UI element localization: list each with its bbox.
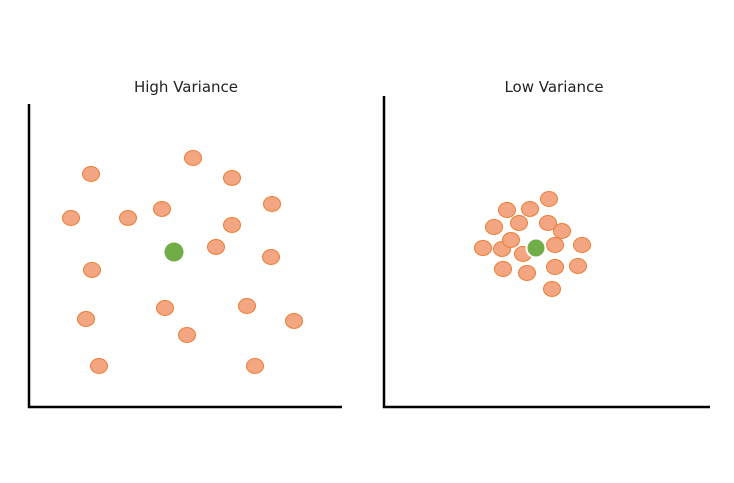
data-point	[521, 201, 539, 217]
data-point	[539, 215, 557, 231]
centroid-point	[164, 242, 184, 262]
data-point	[82, 166, 100, 182]
data-point	[510, 215, 528, 231]
chart-title-high-variance: High Variance	[133, 78, 239, 96]
data-point	[178, 327, 196, 343]
chart-title-low-variance: Low Variance	[504, 78, 604, 96]
data-point	[77, 311, 95, 327]
data-point	[238, 298, 256, 314]
data-point	[153, 201, 171, 217]
data-point	[90, 358, 108, 374]
data-point	[246, 358, 264, 374]
centroid-point	[525, 237, 547, 259]
data-point	[502, 232, 520, 248]
data-point	[546, 259, 564, 275]
data-point	[540, 191, 558, 207]
data-point	[546, 237, 564, 253]
data-point	[518, 265, 536, 281]
data-point	[485, 219, 503, 235]
data-point	[543, 281, 561, 297]
data-point	[223, 170, 241, 186]
data-point	[474, 240, 492, 256]
data-point	[285, 313, 303, 329]
data-point	[569, 258, 587, 274]
data-point	[119, 210, 137, 226]
data-point	[62, 210, 80, 226]
data-point	[498, 202, 516, 218]
axis-lines	[382, 96, 710, 409]
data-point	[263, 196, 281, 212]
data-point	[156, 300, 174, 316]
axis-lines	[27, 104, 342, 409]
data-point	[262, 249, 280, 265]
data-point	[573, 237, 591, 253]
data-point	[83, 262, 101, 278]
data-point	[223, 217, 241, 233]
data-point	[207, 239, 225, 255]
data-point	[553, 223, 571, 239]
data-point	[184, 150, 202, 166]
data-point	[494, 261, 512, 277]
